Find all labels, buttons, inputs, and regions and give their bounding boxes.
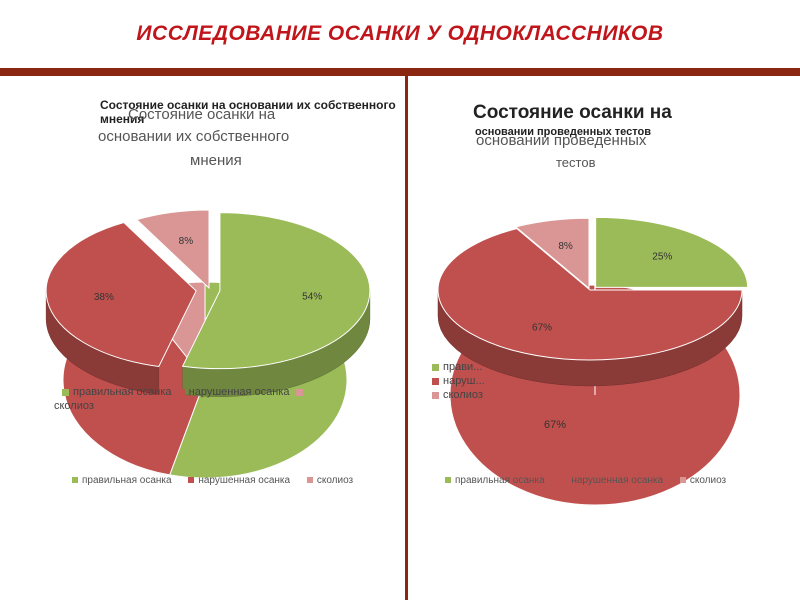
right-slice xyxy=(437,228,743,361)
legend-swatch-pink xyxy=(306,477,313,484)
right-data-label: 8% xyxy=(558,241,573,252)
left-data-label: 8% xyxy=(179,236,194,247)
left-pie: 54% 38% 8% xyxy=(45,209,371,397)
right-bottom-legend: правильная осанка нарушенная осанка скол… xyxy=(445,475,740,486)
left-legend-item-label: нарушенная осанка xyxy=(198,475,291,486)
left-chart-title-line1: Состояние осанки на xyxy=(128,106,276,123)
right-data-label: 67% xyxy=(532,322,552,333)
left-slice xyxy=(135,209,210,290)
legend-swatch-green xyxy=(445,477,451,484)
right-inline-legend-row: наруш... xyxy=(432,374,485,388)
right-slice xyxy=(514,217,590,290)
legend-swatch-red xyxy=(188,477,195,484)
right-ghost-data-label: 67% xyxy=(544,419,566,431)
right-legend-item: правильная осанка xyxy=(445,475,545,486)
right-pie: 25% 67% 8% xyxy=(437,216,749,387)
left-slice xyxy=(45,222,197,368)
right-inline-legend-row: сколиоз xyxy=(432,388,485,402)
right-legend-item-label: сколиоз xyxy=(689,475,727,486)
left-inline-legend-wrap: сколиоз xyxy=(54,400,94,412)
legend-swatch-red xyxy=(561,477,568,484)
legend-swatch-red xyxy=(432,377,439,385)
right-legend-item: сколиоз xyxy=(679,475,727,486)
left-chart-title-overlay: Состояние осанки на основании их собстве… xyxy=(100,98,396,126)
legend-swatch-pink xyxy=(432,391,439,399)
right-chart-title-line2: основании проведенных xyxy=(476,132,647,149)
left-bottom-legend: правильная осанка нарушенная осанка скол… xyxy=(72,475,367,486)
title-rule xyxy=(0,68,800,76)
left-slice xyxy=(181,212,371,370)
left-data-label: 38% xyxy=(94,292,114,303)
legend-swatch-pink xyxy=(679,477,686,484)
right-slice xyxy=(595,216,749,288)
right-inline-legend-item: сколиоз xyxy=(443,389,483,401)
left-inline-legend-item: сколиоз xyxy=(54,400,94,412)
legend-swatch-green xyxy=(72,477,78,484)
legend-swatch-red xyxy=(177,388,185,396)
right-inline-legend: прави... наруш... сколиоз xyxy=(432,360,485,402)
right-inline-legend-item: наруш... xyxy=(443,375,485,387)
legend-swatch-green xyxy=(62,388,69,396)
left-legend-item-label: правильная осанка xyxy=(82,475,172,486)
right-inline-legend-row: прави... xyxy=(432,360,485,374)
legend-swatch-green xyxy=(432,363,439,371)
left-inline-legend-item: нарушенная осанка xyxy=(188,386,290,398)
right-chart-title-line3: тестов xyxy=(556,155,596,170)
right-legend-item-label: нарушенная осанка xyxy=(571,475,664,486)
right-legend-item-label: правильная осанка xyxy=(455,475,545,486)
left-legend-item-label: сколиоз xyxy=(316,475,354,486)
right-chart-title-overlay: основании проведенных тестов xyxy=(475,126,651,138)
left-inline-legend-item: правильная осанка xyxy=(73,386,172,398)
right-chart-title-big: Состояние осанки на xyxy=(473,102,672,123)
slide-title: ИССЛЕДОВАНИЕ ОСАНКИ У ОДНОКЛАССНИКОВ xyxy=(136,22,664,45)
left-legend-item: сколиоз xyxy=(306,475,354,486)
left-legend-item: нарушенная осанка xyxy=(188,475,290,486)
left-legend-item: правильная осанка xyxy=(72,475,172,486)
right-legend-item: нарушенная осанка xyxy=(561,475,663,486)
right-inline-legend-item: прави... xyxy=(443,361,483,373)
right-data-label: 25% xyxy=(652,252,672,263)
left-chart-title-line3: мнения xyxy=(190,152,242,169)
vertical-divider xyxy=(405,76,408,600)
legend-swatch-pink xyxy=(295,388,303,396)
left-inline-legend: правильная осанка нарушенная осанка xyxy=(62,386,307,398)
left-data-label: 54% xyxy=(302,292,322,303)
left-chart-title-line2: основании их собственного xyxy=(98,128,290,145)
